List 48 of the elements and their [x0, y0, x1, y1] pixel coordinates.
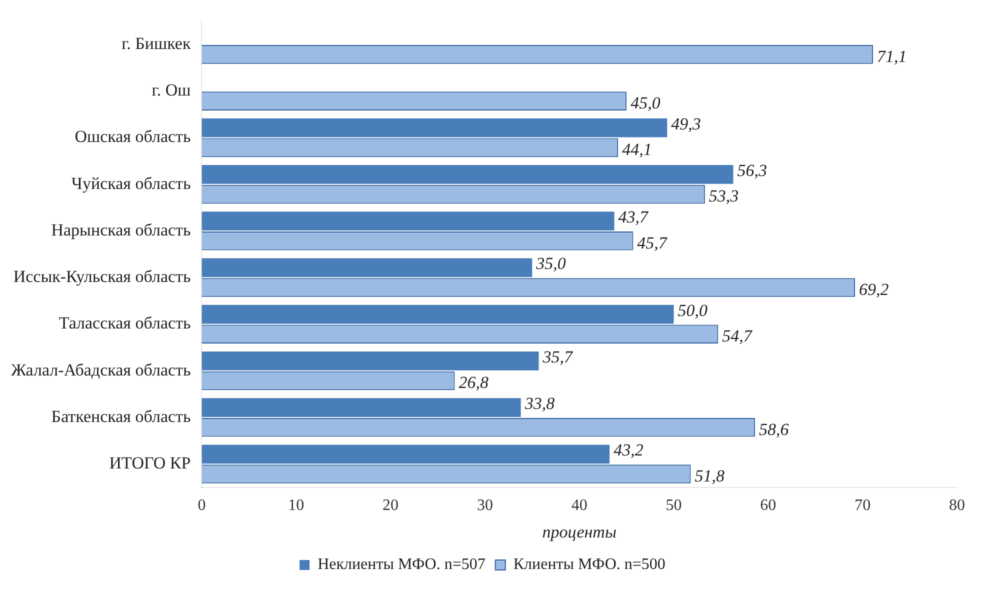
- x-tick-label: 50: [666, 497, 682, 514]
- y-tick-label: Ошская область: [74, 127, 191, 146]
- y-tick-label: ИТОГО КР: [109, 454, 191, 473]
- x-tick-label: 10: [288, 497, 304, 514]
- bar: [202, 258, 532, 278]
- y-tick-label: Жалал-Абадская область: [10, 360, 191, 380]
- y-tick-label: г. Ош: [152, 80, 191, 100]
- data-label: 71,1: [876, 46, 907, 66]
- x-tick-label: 0: [198, 497, 206, 514]
- data-label: 33,8: [524, 394, 556, 414]
- legend-label: Неклиенты МФО. n=507: [318, 556, 486, 574]
- x-tick-label: 40: [571, 497, 588, 514]
- bar: [202, 444, 610, 464]
- data-label: 56,3: [737, 160, 767, 180]
- data-label: 45,7: [637, 233, 668, 252]
- x-tick-label: 20: [382, 497, 399, 514]
- x-axis-title: проценты: [542, 522, 616, 542]
- data-label: 49,3: [671, 114, 701, 134]
- data-label: 54,7: [722, 326, 754, 346]
- y-tick-label: Нарынская область: [51, 220, 191, 240]
- x-tick-label: 30: [476, 497, 493, 514]
- data-label: 44,1: [622, 140, 652, 160]
- bar: [202, 352, 539, 370]
- legend-label: Клиенты МФО. n=500: [513, 556, 666, 574]
- y-tick-label: Иссык-Кульская область: [13, 267, 191, 286]
- data-label: 53,3: [708, 186, 739, 206]
- y-tick-label: г. Бишкек: [122, 34, 192, 53]
- data-label: 50,0: [678, 300, 708, 320]
- data-label: 43,2: [614, 440, 644, 460]
- data-label: 58,6: [758, 420, 790, 439]
- bar: [202, 118, 668, 138]
- x-tick-label: 60: [760, 497, 776, 514]
- bar: [202, 165, 734, 184]
- data-label: 45,0: [630, 94, 661, 113]
- bar: [202, 304, 674, 324]
- data-label: 43,7: [618, 208, 650, 227]
- data-label: 26,8: [458, 373, 489, 392]
- y-tick-label: Баткенская область: [51, 406, 191, 426]
- data-label: 35,0: [535, 254, 566, 274]
- y-tick-label: Чуйская область: [71, 174, 191, 193]
- data-label: 69,2: [859, 280, 890, 299]
- data-label: 51,8: [694, 466, 726, 486]
- data-label: 35,7: [542, 347, 574, 366]
- x-tick-label: 70: [854, 497, 871, 514]
- x-tick-label: 80: [949, 497, 965, 514]
- y-tick-label: Таласская область: [58, 314, 191, 333]
- bar: [202, 212, 614, 230]
- bar: [202, 398, 521, 417]
